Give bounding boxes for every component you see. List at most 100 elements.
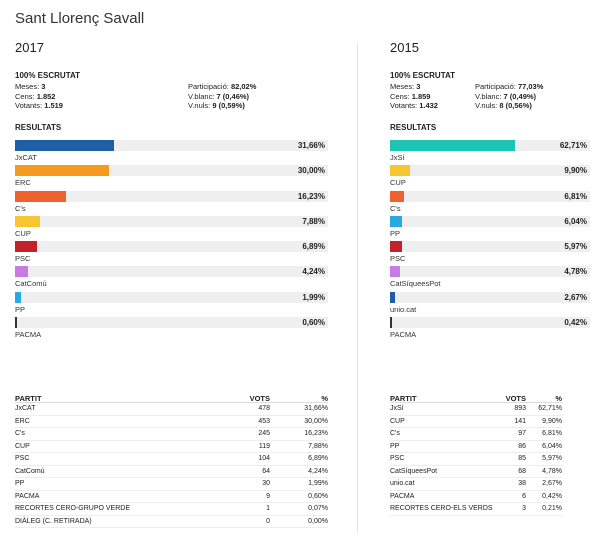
row-pct: 6,81% bbox=[542, 430, 562, 437]
table-row: CatComú 64 4,24% bbox=[15, 466, 328, 478]
result-pct: 62,71% bbox=[559, 141, 587, 150]
result-bar-row: 4,24% CatComú bbox=[15, 266, 328, 291]
result-bar-row: 7,88% CUP bbox=[15, 215, 328, 241]
results-bars: 62,71% JxSí 9,90% CUP 6,81% C's 6,04% PP 5,97% PS… bbox=[390, 140, 590, 342]
row-party: CUP bbox=[15, 442, 30, 450]
row-pct: 30,00% bbox=[304, 417, 328, 425]
stat-label: Votants: bbox=[390, 101, 418, 110]
stat-label: Meses: bbox=[15, 82, 40, 91]
table-row: C's 97 6,81% bbox=[390, 428, 562, 441]
result-bar-row: 4,78% CatSíqueesPot bbox=[390, 266, 590, 291]
result-bar-track: 6,04% bbox=[390, 215, 590, 227]
stat-line: Participació: 77,03% bbox=[475, 82, 543, 92]
stat-line: Votants: 1.432 bbox=[390, 101, 438, 111]
result-bar-row: 16,23% C's bbox=[15, 190, 328, 216]
result-bar-fill bbox=[15, 266, 29, 278]
results-bars: 31,66% JxCAT 30,00% ERC 16,23% C's 7,88% CUP 6,8… bbox=[15, 140, 328, 342]
result-party-label: CatComú bbox=[15, 279, 47, 289]
result-bar-fill bbox=[15, 291, 22, 303]
row-votes: 30 bbox=[262, 480, 270, 487]
result-bar-track: 30,00% bbox=[15, 165, 328, 177]
row-votes: 119 bbox=[258, 442, 270, 450]
result-pct: 4,24% bbox=[302, 267, 325, 277]
result-bar-row: 6,81% C's bbox=[390, 190, 590, 216]
result-pct: 6,81% bbox=[564, 191, 587, 201]
stats-right: Participació: 77,03% V.blanc: 7 (0,49%) V.… bbox=[475, 82, 543, 111]
stat-label: Meses: bbox=[390, 82, 415, 91]
result-bar-fill bbox=[390, 190, 404, 202]
result-bar-fill bbox=[390, 165, 410, 177]
stat-line: Meses: 3 bbox=[15, 82, 63, 92]
table-row: CatSíqueesPot 68 4,78% bbox=[390, 466, 562, 478]
row-pct: 2,67% bbox=[542, 480, 562, 487]
row-party: PSC bbox=[15, 455, 30, 462]
row-party: C's bbox=[390, 430, 400, 437]
result-bar-row: 0,60% PACMA bbox=[15, 317, 328, 342]
row-party: PACMA bbox=[390, 492, 415, 500]
result-pct: 7,88% bbox=[302, 216, 325, 226]
result-bar-fill bbox=[390, 317, 392, 329]
page-title: Sant Llorenç Savall bbox=[15, 10, 145, 27]
stat-label: Participació: bbox=[188, 82, 229, 91]
row-pct: 7,88% bbox=[308, 442, 328, 450]
row-votes: 86 bbox=[518, 442, 526, 450]
result-pct: 6,04% bbox=[564, 216, 587, 226]
stat-value: 1.852 bbox=[36, 91, 56, 101]
row-votes: 1 bbox=[266, 505, 270, 512]
row-pct: 1,99% bbox=[308, 480, 328, 487]
result-party-label: JxSí bbox=[390, 153, 405, 162]
stat-label: Cens: bbox=[15, 91, 35, 101]
result-party-label: PSC bbox=[15, 254, 31, 264]
result-bar-track: 16,23% bbox=[15, 190, 328, 202]
stat-value: 1.859 bbox=[411, 91, 431, 101]
result-pct: 0,42% bbox=[564, 318, 587, 328]
result-party-label: C's bbox=[390, 203, 401, 213]
results-title: RESULTATS bbox=[15, 123, 62, 132]
result-bar-row: 6,89% PSC bbox=[15, 241, 328, 266]
result-bar-row: 9,90% CUP bbox=[390, 165, 590, 190]
row-party: JxCAT bbox=[15, 405, 36, 412]
row-pct: 0,42% bbox=[542, 492, 562, 500]
row-party: RECORTES CERO-GRUPO VERDE bbox=[15, 505, 130, 512]
row-party: C's bbox=[15, 430, 25, 437]
stat-line: Cens: 1.859 bbox=[390, 92, 438, 102]
result-bar-row: 5,97% PSC bbox=[390, 241, 590, 266]
result-bar-fill bbox=[390, 266, 400, 278]
stat-label: Votants: bbox=[15, 101, 43, 110]
row-votes: 64 bbox=[262, 467, 270, 475]
stat-line: V.blanc: 7 (0,46%) bbox=[188, 92, 256, 102]
row-pct: 62,71% bbox=[538, 405, 562, 412]
table-row: PP 30 1,99% bbox=[15, 478, 328, 491]
votes-table-2017: PARTIT VOTS% JxCAT 478 31,66% ERC 453 30,00% C's… bbox=[15, 392, 328, 528]
result-bar-track: 6,89% bbox=[15, 241, 328, 253]
result-bar-track: 62,71% bbox=[390, 140, 590, 151]
row-votes: 68 bbox=[518, 467, 526, 475]
stat-label: V.nuls: bbox=[188, 101, 211, 110]
result-bar-fill bbox=[15, 241, 37, 253]
row-pct: 6,89% bbox=[308, 455, 328, 462]
result-bar-fill bbox=[390, 241, 402, 253]
stat-line: V.nuls: 8 (0,56%) bbox=[475, 101, 543, 111]
header-party: PARTIT bbox=[390, 394, 417, 403]
row-votes: 3 bbox=[522, 505, 526, 512]
table-row: CUP 119 7,88% bbox=[15, 441, 328, 453]
election-stats: Meses: 3 Cens: 1.852 Votants: 1.519 Partic… bbox=[15, 82, 328, 118]
column-divider bbox=[357, 43, 358, 533]
result-pct: 31,66% bbox=[297, 141, 325, 150]
stat-line: Votants: 1.519 bbox=[15, 101, 63, 111]
result-bar-row: 6,04% PP bbox=[390, 215, 590, 241]
election-year: 2015 bbox=[390, 40, 419, 55]
row-pct: 4,78% bbox=[542, 467, 562, 475]
result-pct: 16,23% bbox=[297, 191, 325, 201]
table-row: PP 86 6,04% bbox=[390, 441, 562, 453]
result-bar-row: 62,71% JxSí bbox=[390, 140, 590, 165]
stats-left: Meses: 3 Cens: 1.852 Votants: 1.519 bbox=[15, 82, 63, 111]
election-stats: Meses: 3 Cens: 1.859 Votants: 1.432 Partic… bbox=[390, 82, 590, 118]
result-bar-fill bbox=[15, 317, 17, 329]
table-row: CUP 141 9,90% bbox=[390, 416, 562, 428]
escrutat-status: 100% ESCRUTAT bbox=[390, 71, 456, 80]
result-pct: 0,60% bbox=[302, 318, 325, 328]
table-row: PSC 104 6,89% bbox=[15, 453, 328, 466]
result-bar-track: 0,60% bbox=[15, 317, 328, 329]
row-votes: 6 bbox=[522, 492, 526, 500]
